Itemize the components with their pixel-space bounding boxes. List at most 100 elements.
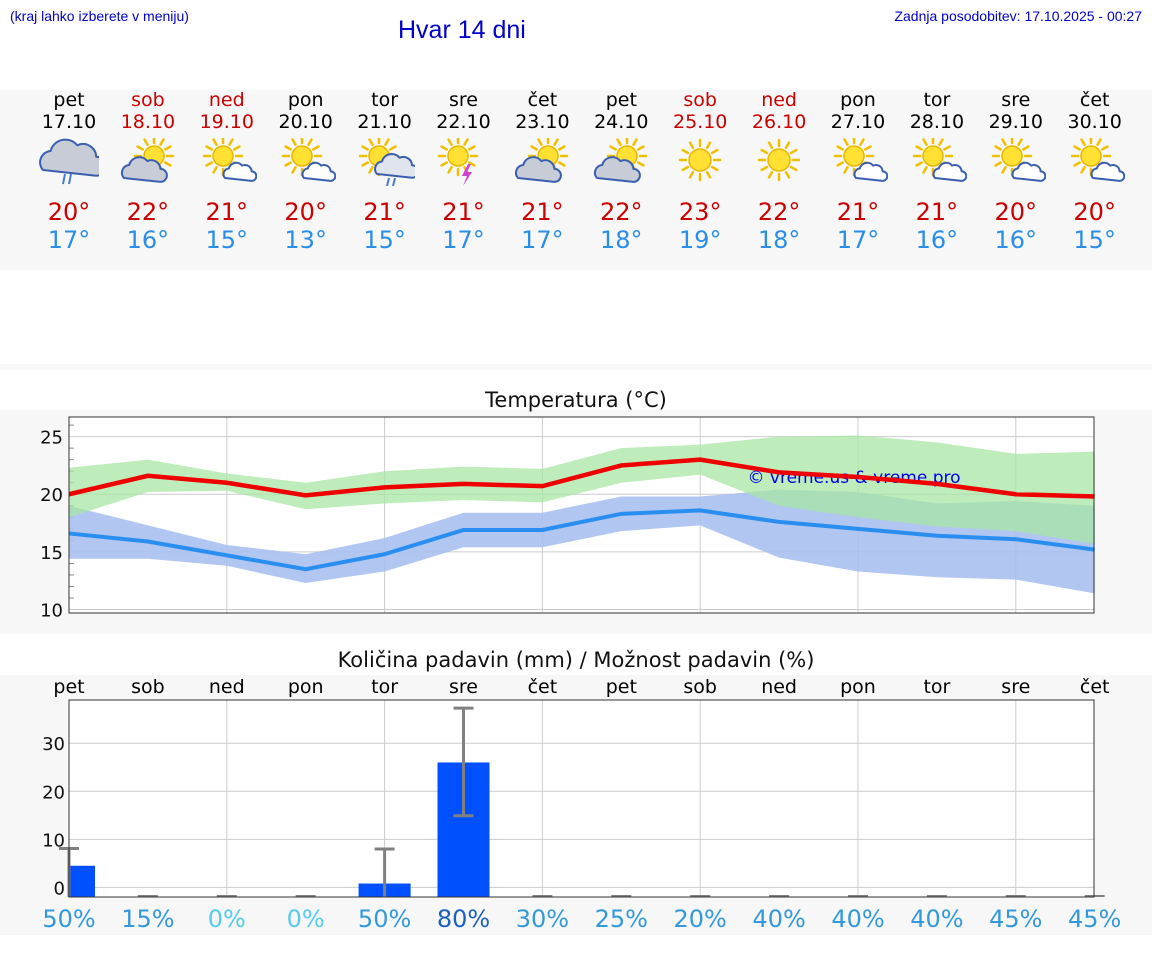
x-category-label: čet — [528, 676, 558, 698]
day-temperatures: 22° 18° — [581, 198, 661, 254]
y-tick-label: 10 — [40, 601, 63, 622]
sun-small-cloud-icon — [1070, 138, 1125, 182]
day-temperatures: 20° 13° — [266, 198, 346, 254]
sun-cloud-icon — [120, 138, 175, 183]
min-temp: 15° — [205, 226, 249, 254]
max-temp: 22° — [126, 198, 170, 226]
day-name: sre — [1001, 89, 1031, 111]
x-category-label: sob — [683, 676, 717, 698]
location-hint: (kraj lahko izberete v meniju) — [10, 8, 189, 24]
sun-small-cloud-icon — [833, 138, 888, 182]
min-temp: 18° — [757, 226, 801, 254]
precip-probability: 40% — [752, 905, 805, 933]
max-temp: 20° — [1073, 198, 1116, 226]
min-temp: 16° — [915, 226, 959, 254]
min-temp: 17° — [521, 226, 564, 254]
precip-bar — [69, 865, 95, 897]
precip-probability: 40% — [910, 905, 963, 933]
day-column: pon 27.10 — [818, 89, 898, 133]
day-name: ned — [761, 89, 797, 111]
x-category-label: tor — [923, 676, 950, 698]
day-temperatures: 22° 18° — [739, 198, 819, 254]
precip-probability: 30% — [516, 905, 569, 933]
day-column: čet 23.10 — [502, 89, 582, 133]
x-category-label: sre — [449, 676, 478, 698]
day-column: tor 28.10 — [897, 89, 977, 133]
y-tick-label: 30 — [42, 734, 65, 755]
max-temp: 23° — [678, 198, 722, 226]
day-temperatures: 21° 15° — [187, 198, 267, 254]
y-tick-label: 25 — [40, 428, 63, 449]
day-column: tor 21.10 — [345, 89, 425, 133]
min-temp: 18° — [600, 226, 643, 254]
day-temperatures: 20° 17° — [29, 198, 109, 254]
day-date: 30.10 — [1067, 111, 1122, 133]
day-date: 21.10 — [357, 111, 412, 133]
precip-probability: 15% — [121, 905, 174, 933]
day-name: čet — [527, 89, 558, 111]
sun-small-cloud-icon — [281, 138, 336, 182]
day-date: 20.10 — [278, 111, 333, 133]
y-tick-label: 0 — [54, 878, 65, 899]
x-category-label: čet — [1080, 676, 1110, 698]
day-column: ned 19.10 — [187, 89, 267, 133]
min-temp: 19° — [678, 226, 722, 254]
y-tick-label: 10 — [42, 830, 65, 851]
day-date: 26.10 — [751, 111, 807, 133]
day-name: pon — [287, 89, 324, 111]
day-column: pet 17.10 — [29, 89, 109, 133]
day-column: ned 26.10 — [739, 89, 819, 133]
y-tick-label: 20 — [40, 485, 63, 506]
max-temp: 20° — [284, 198, 327, 226]
precipitation-chart-title: Količina padavin (mm) / Možnost padavin … — [337, 648, 815, 672]
max-temp: 20° — [47, 198, 91, 226]
day-date: 22.10 — [436, 111, 491, 133]
day-column: sob 18.10 — [108, 89, 188, 133]
x-category-label: pet — [606, 676, 637, 698]
max-temp: 20° — [994, 198, 1038, 226]
day-date: 27.10 — [830, 111, 886, 133]
sun-cloud-icon — [594, 138, 648, 183]
day-temperatures: 21° 17° — [424, 198, 504, 254]
x-category-label: pon — [288, 676, 324, 698]
x-category-label: pet — [53, 676, 84, 698]
day-date: 17.10 — [41, 111, 97, 133]
last-update: Zadnja posodobitev: 17.10.2025 - 00:27 — [894, 8, 1142, 24]
x-category-label: tor — [371, 676, 398, 698]
y-tick-label: 20 — [42, 782, 65, 803]
day-name: sob — [683, 89, 717, 111]
sun-cloud-rain-icon — [358, 138, 415, 186]
min-temp: 13° — [284, 226, 327, 254]
precip-probability: 45% — [989, 905, 1042, 933]
min-temp: 17° — [836, 226, 880, 254]
day-temperatures: 23° 19° — [660, 198, 740, 254]
precip-probability: 0% — [208, 905, 246, 933]
max-temp: 21° — [521, 198, 564, 226]
max-temp: 21° — [363, 198, 406, 226]
min-temp-line — [68, 508, 1095, 572]
precip-probability: 80% — [437, 905, 490, 933]
x-category-label: ned — [209, 676, 245, 698]
sun-icon — [757, 138, 801, 182]
min-temp: 15° — [1073, 226, 1116, 254]
day-name: sob — [131, 89, 165, 111]
day-temperatures: 21° 17° — [502, 198, 582, 254]
divider — [0, 364, 1152, 370]
x-category-label: sob — [131, 676, 165, 698]
day-date: 24.10 — [594, 111, 649, 133]
max-temp: 22° — [757, 198, 801, 226]
day-name: tor — [923, 89, 951, 111]
day-date: 28.10 — [909, 111, 965, 133]
sun-thunder-icon — [437, 138, 478, 186]
min-temp: 16° — [994, 226, 1038, 254]
precip-probability: 50% — [42, 905, 95, 933]
day-column: čet 30.10 — [1055, 89, 1135, 133]
x-category-label: pon — [840, 676, 876, 698]
sun-small-cloud-icon — [991, 138, 1046, 182]
plot-border — [68, 699, 1095, 898]
day-date: 25.10 — [672, 111, 728, 133]
precip-probability: 0% — [287, 905, 325, 933]
max-temp: 21° — [205, 198, 249, 226]
precip-probability: 45% — [1068, 905, 1121, 933]
